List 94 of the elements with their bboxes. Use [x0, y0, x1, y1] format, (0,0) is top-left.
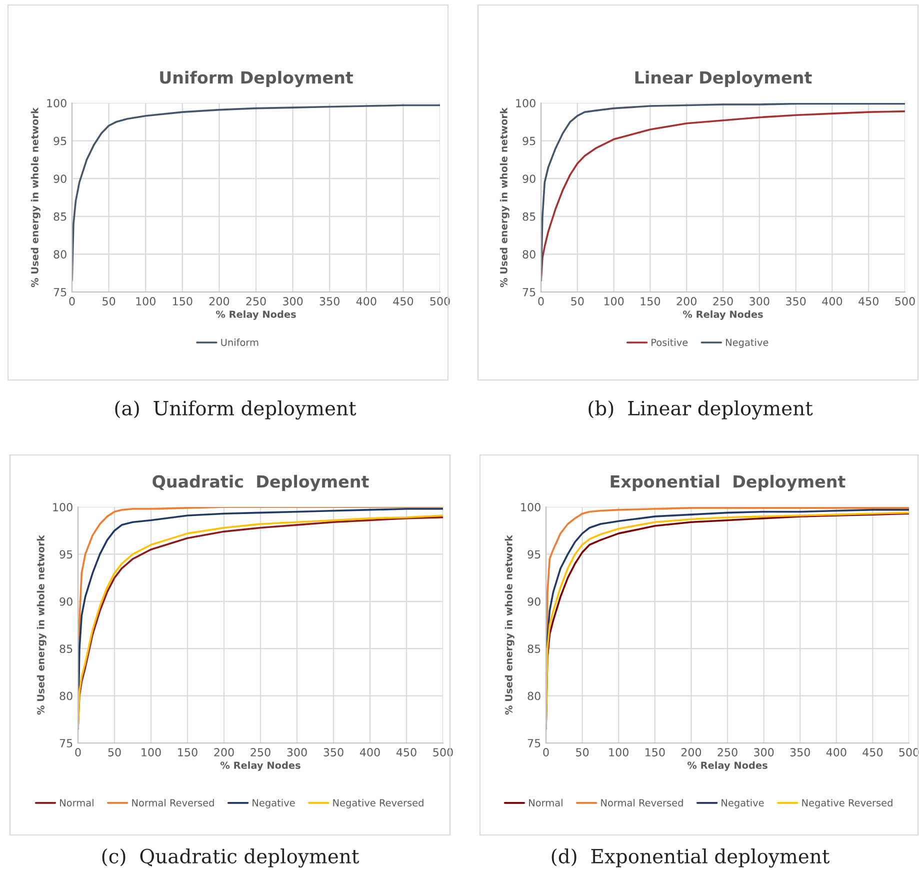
text: (a) Uniform deployment — [115, 400, 356, 420]
text: (b) Linear deployment — [588, 400, 813, 420]
x-tick-label: 450 — [393, 297, 414, 306]
x-tick-label: 250 — [246, 297, 266, 306]
legend-label: Normal Reversed — [601, 798, 683, 806]
x-tick-label: 350 — [790, 748, 810, 756]
x-tick-label: 500 — [430, 297, 450, 306]
legend-label: Negative Reversed — [802, 798, 892, 808]
chart-title: Uniform Deployment — [160, 70, 354, 88]
x-tick-label: 0 — [69, 297, 75, 306]
x-tick-label: 250 — [718, 748, 738, 756]
y-axis-title: % Used energy in whole network — [500, 107, 510, 288]
y-tick-label: 100 — [53, 502, 72, 512]
x-axis-title: % Relay Nodes — [216, 310, 296, 320]
y-tick-label: 85 — [522, 212, 536, 221]
y-tick-label: 90 — [522, 174, 536, 183]
legend-label: Normal — [529, 798, 562, 806]
y-tick-label: 95 — [528, 550, 540, 559]
legend-label: Negative — [722, 798, 764, 808]
legend-label: Normal — [60, 798, 94, 806]
y-tick-label: 90 — [60, 597, 72, 606]
x-tick-label: 100 — [142, 748, 161, 756]
y-tick-label: 75 — [522, 288, 536, 296]
y-axis-title: % Used energy in whole network — [36, 534, 46, 715]
x-tick-label: 300 — [750, 297, 770, 306]
x-tick-label: 250 — [250, 748, 270, 756]
y-tick-label: 95 — [54, 136, 66, 146]
y-tick-label: 80 — [528, 692, 540, 700]
x-tick-label: 350 — [320, 297, 340, 306]
legend-label: Negative — [726, 338, 768, 348]
legend-label: Negative Reversed — [333, 798, 424, 808]
y-tick-label: 75 — [528, 739, 540, 748]
x-tick-label: 100 — [136, 297, 156, 306]
y-axis-title: % Used energy in whole network — [504, 534, 514, 715]
y-tick-label: 95 — [60, 550, 72, 559]
y-tick-label: 75 — [54, 288, 66, 296]
legend-label: Uniform — [221, 338, 258, 346]
chart-title: Exponential Deployment — [610, 474, 846, 492]
y-tick-label: 100 — [521, 502, 540, 512]
legend-label: Normal Reversed — [132, 798, 214, 806]
y-axis-title: % Used energy in whole network — [30, 107, 40, 288]
y-tick-label: 80 — [60, 692, 72, 700]
x-axis-title: % Relay Nodes — [682, 310, 763, 320]
y-tick-label: 90 — [54, 174, 66, 183]
x-tick-label: 300 — [754, 748, 774, 756]
x-tick-label: 300 — [283, 297, 303, 306]
y-tick-label: 75 — [60, 739, 72, 748]
x-tick-label: 0 — [543, 748, 549, 756]
x-tick-label: 450 — [858, 297, 878, 306]
chart-title: Linear Deployment — [635, 70, 812, 88]
x-tick-label: 150 — [640, 297, 660, 306]
x-tick-label: 200 — [681, 748, 702, 756]
legend-label: Positive — [652, 338, 688, 346]
x-tick-label: 200 — [676, 297, 696, 306]
x-tick-label: 150 — [646, 748, 665, 756]
x-tick-label: 400 — [356, 297, 376, 306]
x-tick-label: 350 — [324, 748, 344, 756]
y-tick-label: 85 — [60, 644, 72, 653]
y-tick-label: 85 — [528, 644, 540, 653]
text: (c) Quadratic deployment — [102, 848, 360, 868]
x-tick-label: 200 — [214, 748, 234, 756]
x-tick-label: 450 — [396, 748, 416, 756]
y-tick-label: 80 — [522, 250, 536, 259]
x-tick-label: 50 — [108, 748, 121, 756]
x-tick-label: 500 — [433, 748, 453, 756]
x-tick-label: 0 — [75, 748, 81, 756]
x-tick-label: 450 — [862, 748, 883, 756]
x-tick-label: 500 — [895, 297, 915, 306]
x-tick-label: 150 — [178, 748, 198, 756]
y-tick-label: 80 — [54, 250, 66, 259]
y-tick-label: 90 — [528, 597, 540, 606]
x-axis-title: % Relay Nodes — [687, 761, 768, 771]
x-tick-label: 250 — [713, 297, 733, 306]
y-tick-label: 85 — [54, 212, 66, 221]
x-tick-label: 200 — [209, 297, 230, 306]
x-tick-label: 100 — [609, 748, 628, 756]
x-tick-label: 300 — [287, 748, 307, 756]
legend-label: Negative — [252, 798, 295, 808]
x-tick-label: 50 — [576, 748, 589, 756]
chart-title: Quadratic Deployment — [152, 474, 369, 492]
x-axis-title: % Relay Nodes — [220, 761, 300, 771]
x-tick-label: 400 — [360, 748, 380, 756]
y-tick-label: 100 — [516, 98, 536, 108]
y-tick-label: 100 — [47, 98, 66, 108]
x-tick-label: 100 — [604, 297, 624, 306]
x-tick-label: 400 — [822, 297, 842, 306]
x-tick-label: 50 — [571, 297, 584, 306]
x-tick-label: 50 — [102, 297, 116, 306]
x-tick-label: 150 — [173, 297, 192, 306]
text: (d) Exponential deployment — [552, 848, 830, 868]
x-tick-label: 350 — [786, 297, 806, 306]
x-tick-label: 400 — [826, 748, 846, 756]
y-tick-label: 95 — [522, 136, 536, 146]
x-tick-label: 0 — [538, 297, 544, 306]
